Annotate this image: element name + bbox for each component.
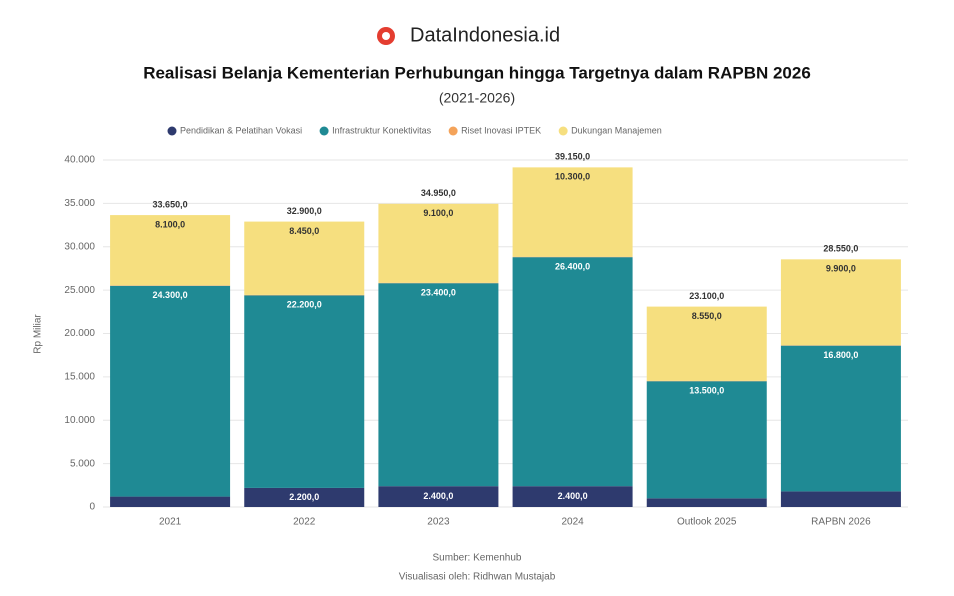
total-label: 33.650,0 xyxy=(153,199,188,209)
bar-segment xyxy=(110,496,231,507)
bar-segment xyxy=(110,285,231,497)
x-tick-label: RAPBN 2026 xyxy=(811,517,871,528)
bar-segment xyxy=(244,221,365,295)
legend-label: Riset Inovasi IPTEK xyxy=(461,125,541,135)
y-tick-label: 0 xyxy=(89,502,95,513)
bar-segment xyxy=(244,487,365,507)
data-label: 10.300,0 xyxy=(555,172,590,182)
x-tick-label: Outlook 2025 xyxy=(677,517,737,528)
bar-segment xyxy=(646,381,767,499)
y-tick-label: 30.000 xyxy=(64,241,95,252)
chart-title: Realisasi Belanja Kementerian Perhubunga… xyxy=(143,63,811,82)
legend-label: Infrastruktur Konektivitas xyxy=(332,125,432,135)
y-axis-label: Rp Miliar xyxy=(33,314,44,354)
bar-segment xyxy=(378,283,499,487)
legend-marker xyxy=(448,126,458,136)
legend-label: Pendidikan & Pelatihan Vokasi xyxy=(180,125,302,135)
bar-segment xyxy=(378,486,499,507)
total-label: 34.950,0 xyxy=(421,188,456,198)
y-tick-label: 25.000 xyxy=(64,285,95,296)
bar-segment xyxy=(378,203,499,283)
legend: Pendidikan & Pelatihan Vokasi Infrastrukt… xyxy=(167,125,662,136)
source: Sumber: Kemenhub xyxy=(433,553,522,564)
x-tick-label: 2023 xyxy=(427,517,450,528)
total-label: 28.550,0 xyxy=(823,244,858,254)
bar-segment xyxy=(512,257,633,487)
chart-subtitle: (2021-2026) xyxy=(439,90,515,106)
legend-marker xyxy=(167,126,177,136)
x-tick-label: 2021 xyxy=(159,517,182,528)
x-tick-label: 2022 xyxy=(293,517,316,528)
data-label: 13.500,0 xyxy=(689,386,724,396)
data-label: 9.100,0 xyxy=(423,208,453,218)
bar-segment xyxy=(244,295,365,488)
credit: Visualisasi oleh: Ridhwan Mustajab xyxy=(399,572,556,583)
legend-marker xyxy=(558,126,568,136)
data-label: 9.900,0 xyxy=(826,264,856,274)
y-tick-label: 35.000 xyxy=(64,198,95,209)
data-label: 8.100,0 xyxy=(155,219,185,229)
legend-marker xyxy=(319,126,329,136)
y-tick-label: 5.000 xyxy=(70,458,95,469)
bar-segment xyxy=(780,259,901,346)
bar-segment xyxy=(512,167,633,257)
bar-segment xyxy=(780,491,901,507)
brand: DataIndonesia.id xyxy=(410,24,560,46)
data-label: 24.300,0 xyxy=(153,290,188,300)
data-label: 26.400,0 xyxy=(555,262,590,272)
bar-segment xyxy=(646,306,767,381)
bar-segment xyxy=(646,498,767,507)
total-label: 23.100,0 xyxy=(689,291,724,301)
total-label: 32.900,0 xyxy=(287,206,322,216)
bar-segment xyxy=(512,486,633,507)
logo-hole xyxy=(382,32,390,40)
y-tick-label: 20.000 xyxy=(64,328,95,339)
data-label: 22.200,0 xyxy=(287,300,322,310)
legend-label: Dukungan Manajemen xyxy=(571,125,662,135)
y-tick-label: 15.000 xyxy=(64,372,95,383)
data-label: 2.200,0 xyxy=(289,492,319,502)
data-label: 23.400,0 xyxy=(421,288,456,298)
y-tick-label: 40.000 xyxy=(64,155,95,166)
data-label: 8.450,0 xyxy=(289,226,319,236)
y-tick-label: 10.000 xyxy=(64,415,95,426)
x-tick-label: 2024 xyxy=(561,517,584,528)
data-label: 8.550,0 xyxy=(692,311,722,321)
data-label: 16.800,0 xyxy=(823,350,858,360)
total-label: 39.150,0 xyxy=(555,152,590,162)
data-label: 2.400,0 xyxy=(423,491,453,501)
bar-segment xyxy=(110,215,231,286)
data-label: 2.400,0 xyxy=(558,491,588,501)
bar-segment xyxy=(780,345,901,492)
